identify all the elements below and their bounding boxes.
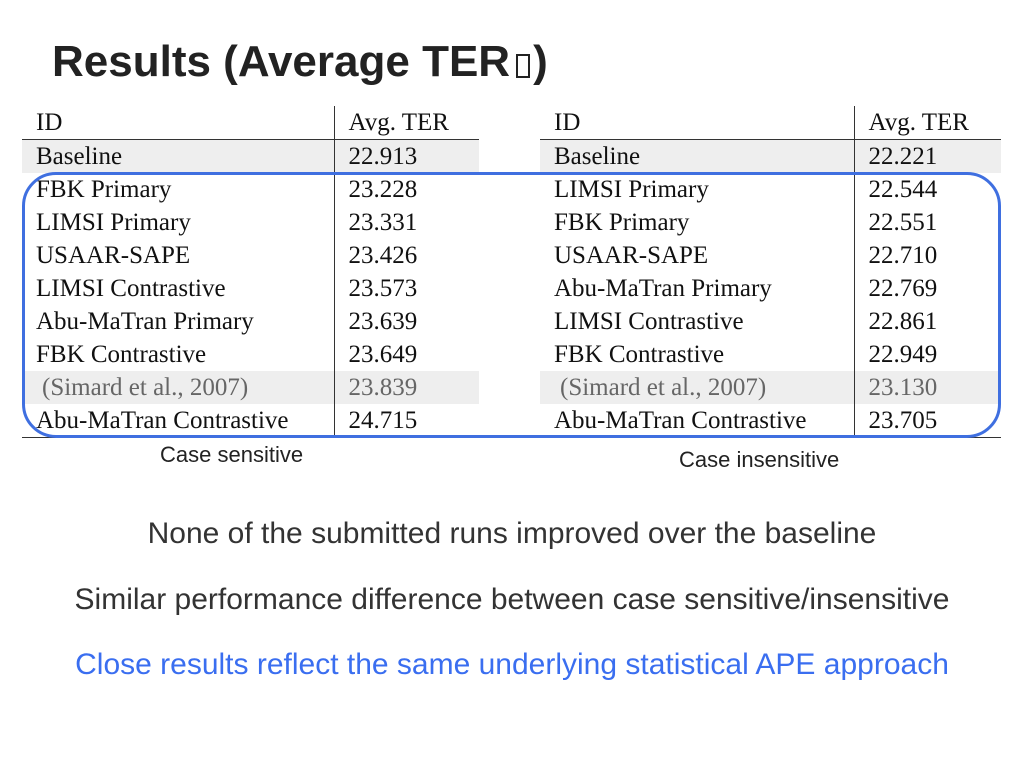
table-row-reference: (Simard et al., 2007) 23.839	[22, 371, 479, 404]
cell-id: (Simard et al., 2007)	[22, 371, 335, 404]
table-header-row: ID Avg. TER	[540, 106, 1001, 140]
column-header-score: Avg. TER	[854, 106, 1001, 140]
table-row: LIMSI Contrastive 23.573	[22, 272, 479, 305]
column-header-id: ID	[540, 106, 855, 140]
table-row: LIMSI Contrastive 22.861	[540, 305, 1001, 338]
cell-id: Abu-MaTran Primary	[22, 305, 335, 338]
cell-id: FBK Primary	[540, 206, 855, 239]
table-row: Abu-MaTran Contrastive 23.705	[540, 404, 1001, 438]
cell-score: 24.715	[334, 404, 479, 438]
cell-id: (Simard et al., 2007)	[540, 371, 855, 404]
table-row: Abu-MaTran Primary 23.639	[22, 305, 479, 338]
cell-score: 23.426	[348, 242, 418, 269]
cell-score: 22.544	[868, 176, 938, 203]
cell-id: Baseline	[540, 139, 855, 173]
cell-score: 23.649	[348, 341, 418, 368]
cell-score: 23.705	[854, 404, 1001, 438]
cell-score: 23.331	[348, 209, 418, 236]
table-row: FBK Primary 23.228	[22, 173, 479, 206]
table-row: LIMSI Primary 23.331	[22, 206, 479, 239]
table-row: USAAR-SAPE 22.710	[540, 239, 1001, 272]
cell-id: LIMSI Primary	[22, 206, 335, 239]
column-header-id: ID	[22, 106, 335, 140]
cell-id: FBK Contrastive	[540, 338, 855, 371]
missing-glyph-icon	[516, 54, 531, 78]
table-row: Abu-MaTran Primary 22.769	[540, 272, 1001, 305]
finding-note: None of the submitted runs improved over…	[147, 517, 877, 550]
cell-id: Abu-MaTran Primary	[540, 272, 855, 305]
cell-score: 22.551	[868, 209, 938, 236]
cell-score: 23.130	[854, 371, 1001, 404]
page-title-close: )	[533, 37, 548, 86]
case-sensitive-table: ID Avg. TER Baseline 22.913 FBK Primary …	[22, 106, 479, 438]
cell-score: 23.228	[348, 176, 418, 203]
case-insensitive-table: ID Avg. TER Baseline 22.221 LIMSI Primar…	[540, 106, 1001, 438]
table-row-reference: (Simard et al., 2007) 23.130	[540, 371, 1001, 404]
cell-id: Abu-MaTran Contrastive	[22, 404, 335, 438]
cell-score: 22.710	[868, 242, 938, 269]
cell-id: FBK Contrastive	[22, 338, 335, 371]
cell-id: LIMSI Primary	[540, 173, 855, 206]
cell-id: USAAR-SAPE	[22, 239, 335, 272]
cell-id: Baseline	[22, 139, 335, 173]
cell-score: 22.221	[854, 139, 1001, 173]
page-title: Results (Average TER)	[52, 36, 548, 88]
finding-note: Similar performance difference between c…	[74, 583, 950, 616]
cell-score: 23.573	[348, 275, 418, 302]
page-title-text: Results (Average TER	[52, 37, 511, 86]
case-insensitive-caption: Case insensitive	[679, 447, 840, 472]
table-row: USAAR-SAPE 23.426	[22, 239, 479, 272]
table-row: LIMSI Primary 22.544	[540, 173, 1001, 206]
cell-id: USAAR-SAPE	[540, 239, 855, 272]
table-row-baseline: Baseline 22.221	[540, 139, 1001, 173]
cell-score: 22.861	[868, 308, 938, 335]
cell-score: 23.639	[348, 308, 418, 335]
cell-id: LIMSI Contrastive	[540, 305, 855, 338]
table-header-row: ID Avg. TER	[22, 106, 479, 140]
table-row: FBK Contrastive 23.649	[22, 338, 479, 371]
table-row: FBK Contrastive 22.949	[540, 338, 1001, 371]
table-row-baseline: Baseline 22.913	[22, 139, 479, 173]
cell-score: 23.839	[334, 371, 479, 404]
cell-score: 22.913	[334, 139, 479, 173]
table-row: Abu-MaTran Contrastive 24.715	[22, 404, 479, 438]
cell-score: 22.949	[868, 341, 938, 368]
cell-id-text: (Simard et al., 2007)	[560, 374, 767, 401]
column-header-score: Avg. TER	[334, 106, 479, 140]
cell-id-text: (Simard et al., 2007)	[42, 374, 249, 401]
cell-id: FBK Primary	[22, 173, 335, 206]
cell-score: 22.769	[868, 275, 938, 302]
cell-id: LIMSI Contrastive	[22, 272, 335, 305]
cell-id: Abu-MaTran Contrastive	[540, 404, 855, 438]
finding-note-emphasis: Close results reflect the same underlyin…	[75, 648, 949, 681]
case-sensitive-caption: Case sensitive	[160, 442, 304, 467]
table-row: FBK Primary 22.551	[540, 206, 1001, 239]
